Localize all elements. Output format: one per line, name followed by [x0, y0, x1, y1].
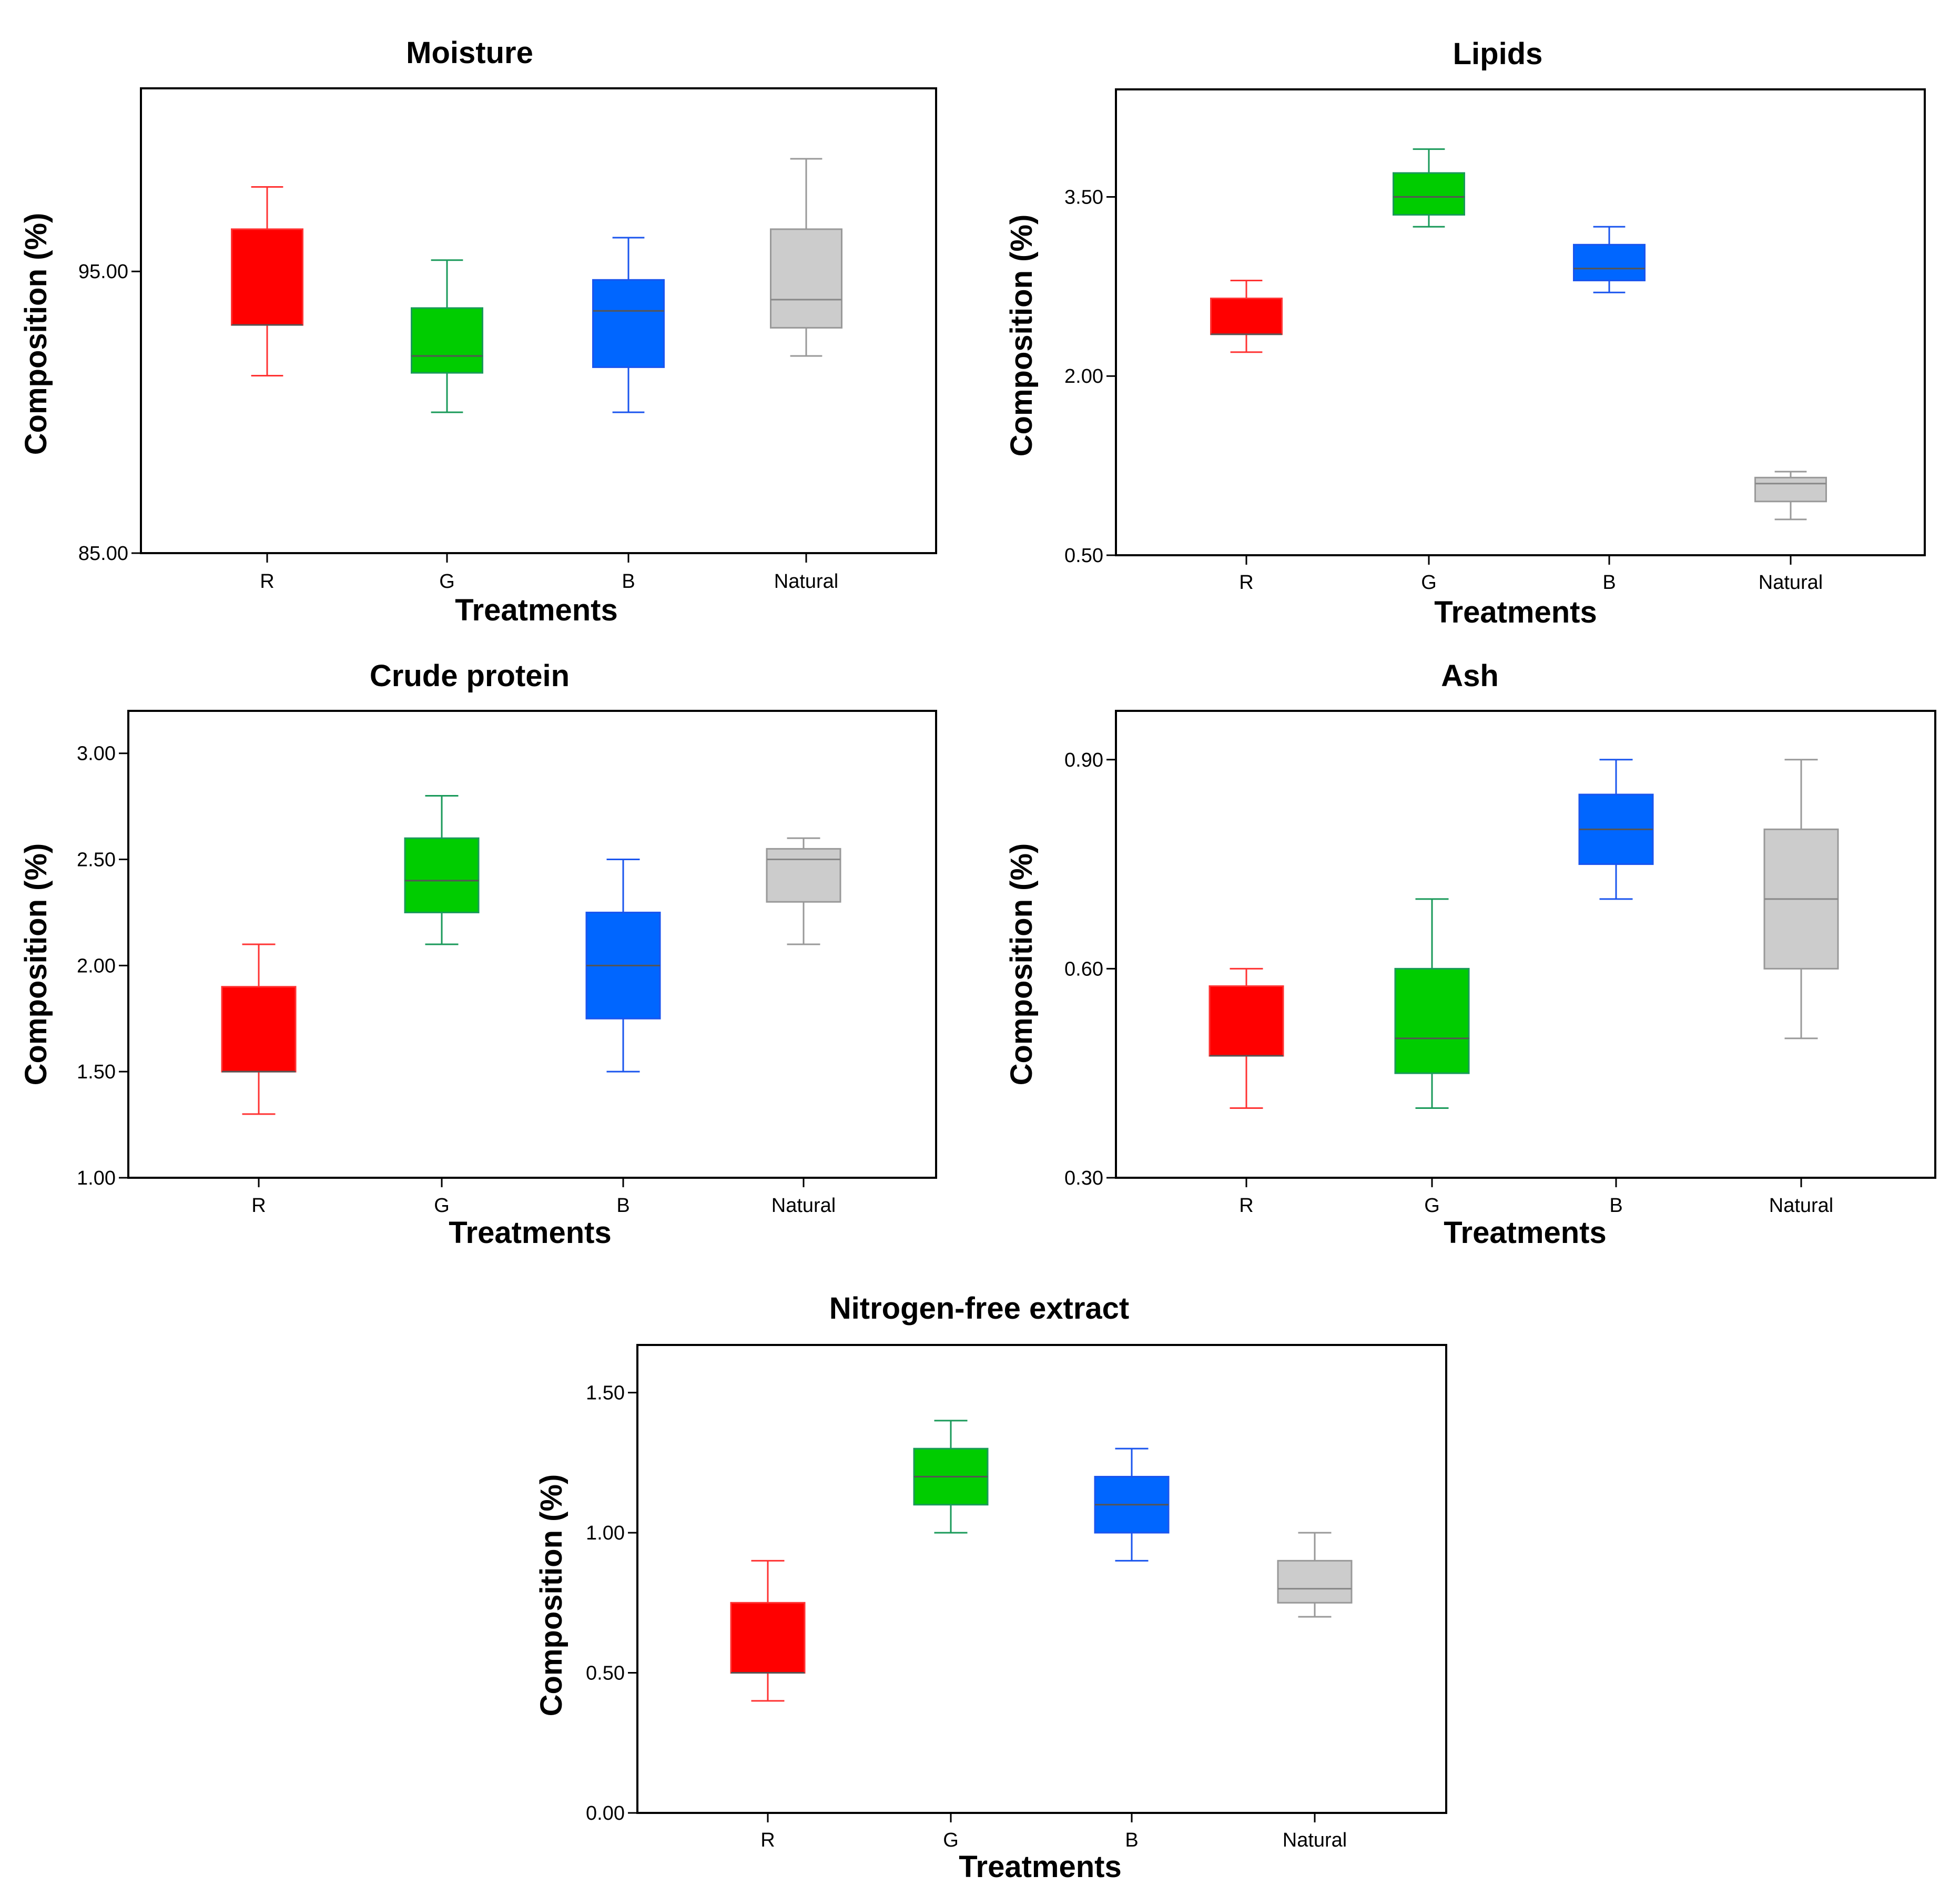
y-tick-label: 1.50: [586, 1382, 625, 1404]
box-b: [592, 237, 665, 413]
box-natural: [1277, 1532, 1353, 1618]
y-tick-label: 3.00: [77, 743, 116, 765]
box-natural: [770, 158, 842, 357]
y-tick-label: 2.00: [77, 955, 116, 977]
y-tick-label: 0.90: [1064, 749, 1103, 771]
y-axis-title: Composition (%): [19, 843, 53, 1086]
iqr-box: [1754, 476, 1827, 503]
box-r: [231, 186, 303, 376]
box-natural: [1754, 471, 1827, 521]
box-r: [730, 1559, 806, 1702]
iqr-box: [231, 228, 303, 326]
x-tick-label: R: [251, 1195, 266, 1217]
x-axis-title: Treatments: [455, 593, 617, 627]
iqr-box: [1393, 172, 1465, 216]
x-tick-label: B: [1609, 1195, 1622, 1217]
box-g: [404, 794, 480, 945]
x-tick-label: G: [439, 570, 455, 593]
chart-panel-1: Lipids 0.50 2.00 3.50 Composition (%) R G B Natu…: [1004, 37, 1926, 629]
iqr-box: [1209, 985, 1284, 1057]
y-tick-label: 0.60: [1064, 958, 1103, 980]
y-tick-label: 0.50: [1064, 545, 1103, 567]
y-tick-label: 0.50: [586, 1663, 625, 1685]
x-tick-label: G: [943, 1829, 959, 1851]
box-r: [221, 943, 297, 1115]
x-tick-label: B: [1125, 1829, 1138, 1851]
box-g: [1394, 898, 1470, 1109]
y-tick-label: 0.00: [586, 1802, 625, 1824]
box-natural: [766, 837, 841, 945]
box-r: [1209, 967, 1284, 1109]
x-tick-label: B: [1602, 572, 1616, 594]
box-g: [913, 1420, 989, 1534]
y-tick-label: 1.00: [586, 1522, 625, 1544]
box-b: [1573, 226, 1646, 293]
box-b: [585, 859, 661, 1073]
x-tick-label: R: [760, 1829, 775, 1851]
chart-panel-2: Crude protein 1.00 1.50 2.00 2.50 3.00 Composi…: [19, 659, 937, 1250]
x-tick-label: Natural: [1283, 1829, 1347, 1851]
x-axis-title: Treatments: [1444, 1216, 1606, 1250]
chart-panel-4: Nitrogen-free extract 0.00 0.50 1.00 1.50 Com…: [534, 1291, 1447, 1884]
y-tick-label: 0.30: [1064, 1167, 1103, 1189]
iqr-box: [411, 307, 483, 374]
iqr-box: [1394, 967, 1470, 1074]
x-tick-label: Natural: [1759, 572, 1823, 594]
iqr-box: [1573, 243, 1646, 281]
box-b: [1094, 1447, 1170, 1562]
box-natural: [1763, 759, 1839, 1039]
y-axis-title: Composition (%): [534, 1474, 568, 1717]
y-tick-label: 2.00: [1064, 365, 1103, 388]
iqr-box: [1210, 298, 1283, 335]
y-tick-label: 95.00: [78, 261, 128, 283]
chart-title: Nitrogen-free extract: [829, 1291, 1129, 1326]
iqr-box: [766, 848, 841, 903]
box-r: [1210, 279, 1283, 353]
chart-panel-3: Ash 0.30 0.60 0.90 Composition (%) R G B Natural…: [1004, 659, 1936, 1250]
x-axis-title: Treatments: [959, 1850, 1121, 1884]
y-tick-label: 1.50: [77, 1061, 116, 1083]
y-axis-title: Composition (%): [1004, 843, 1039, 1086]
x-tick-label: B: [616, 1195, 629, 1217]
box-b: [1578, 759, 1654, 900]
iqr-box: [1277, 1559, 1353, 1604]
y-tick-label: 2.50: [77, 849, 116, 871]
y-tick-label: 85.00: [78, 543, 128, 565]
x-axis-title: Treatments: [449, 1216, 611, 1250]
x-tick-label: Natural: [771, 1195, 836, 1217]
x-tick-label: R: [1239, 572, 1253, 594]
y-tick-label: 3.50: [1064, 186, 1103, 208]
x-tick-label: G: [1421, 572, 1437, 594]
iqr-box: [221, 986, 297, 1073]
x-tick-label: Natural: [774, 570, 839, 593]
x-tick-label: G: [1424, 1195, 1440, 1217]
iqr-box: [592, 279, 665, 368]
y-axis-title: Composition (%): [1004, 215, 1039, 457]
x-tick-label: R: [1239, 1195, 1253, 1217]
y-tick-label: 1.00: [77, 1167, 116, 1189]
x-axis-title: Treatments: [1434, 595, 1597, 629]
iqr-box: [770, 228, 842, 329]
box-g: [411, 259, 483, 413]
box-g: [1393, 148, 1465, 228]
x-tick-label: B: [622, 570, 635, 593]
chart-title: Lipids: [1453, 37, 1543, 71]
x-tick-label: G: [434, 1195, 450, 1217]
x-tick-label: R: [260, 570, 274, 593]
iqr-box: [404, 837, 480, 913]
x-tick-label: Natural: [1769, 1195, 1834, 1217]
chart-panel-0: Moisture 85.00 95.00 Composition (%) R G B Natu…: [19, 36, 937, 627]
y-axis-title: Composition (%): [19, 213, 53, 455]
chart-title: Crude protein: [370, 659, 570, 693]
chart-title: Ash: [1441, 659, 1499, 693]
iqr-box: [730, 1602, 806, 1674]
chart-title: Moisture: [406, 36, 533, 70]
